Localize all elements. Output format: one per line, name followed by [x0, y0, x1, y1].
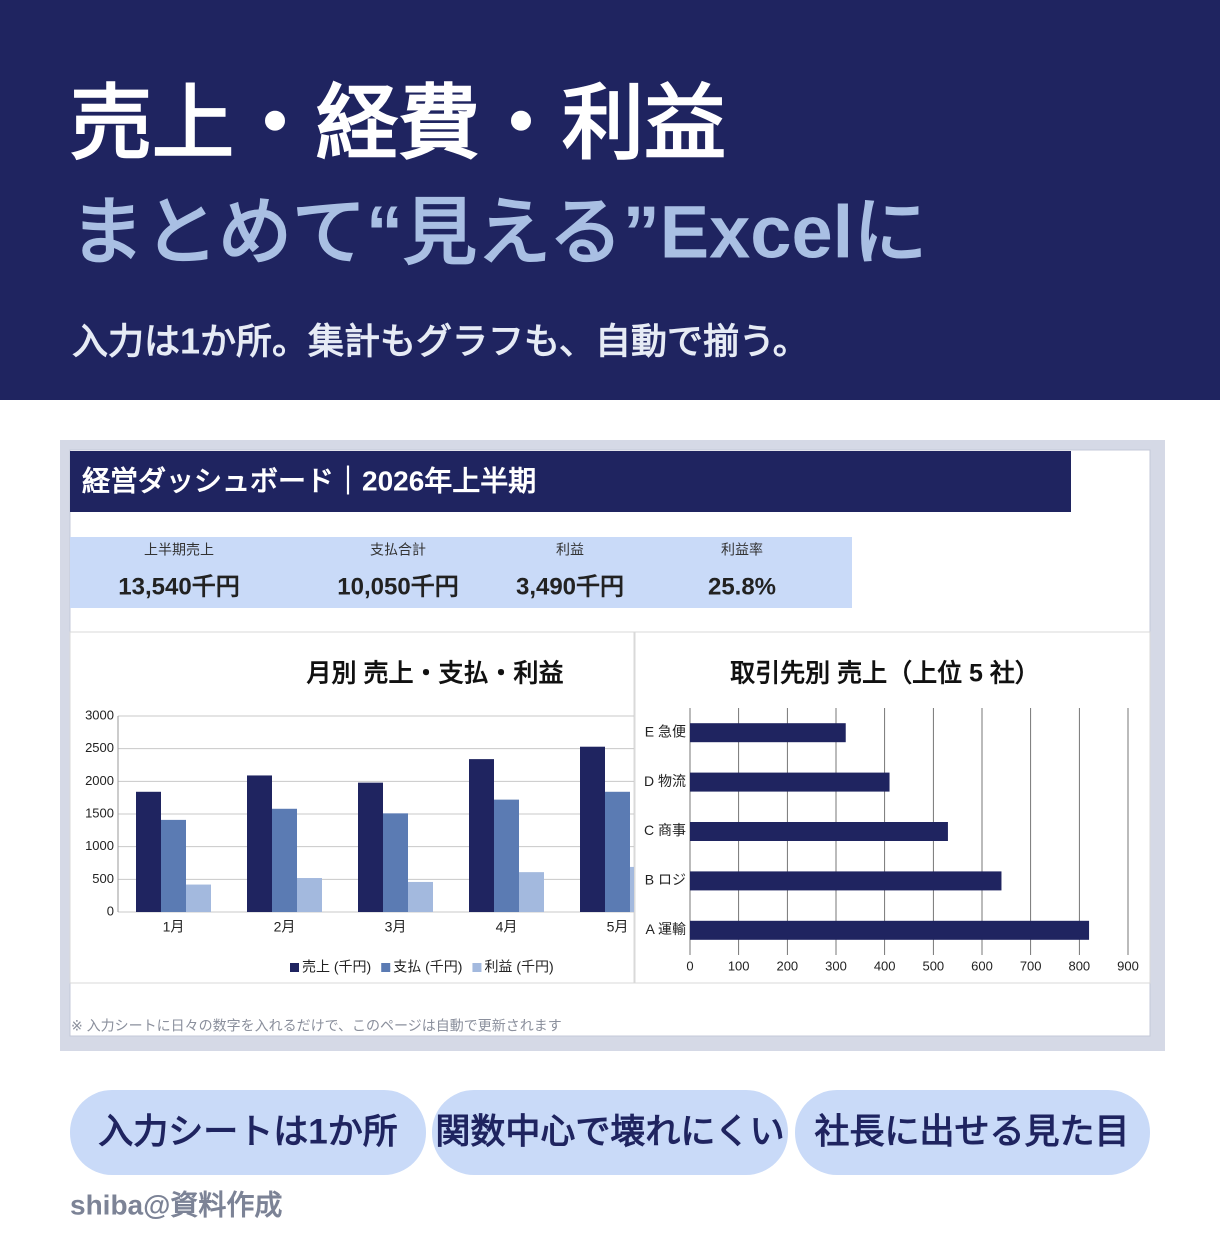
y-tick-label: B ロジ [645, 872, 686, 888]
kpi-value: 10,050千円 [337, 573, 458, 600]
monthly-chart: 月別 売上・支払・利益 0 500 1000 1500 2000 2500 3000 1月 2月 3… [85, 660, 634, 975]
bar [297, 878, 322, 912]
x-tick-label: 300 [825, 958, 847, 973]
kpi-value: 3,490千円 [516, 573, 624, 600]
y-tick-label: 1500 [85, 805, 114, 820]
dashboard-banner [70, 451, 1071, 512]
x-tick-label: 900 [1117, 958, 1139, 973]
bar [580, 746, 605, 912]
bar [469, 759, 494, 912]
bar [383, 813, 408, 912]
bar [690, 822, 948, 841]
kpi-value: 25.8% [708, 573, 776, 600]
x-tick-label: 1月 [163, 919, 185, 935]
bar [247, 775, 272, 912]
x-tick-label: 500 [922, 958, 944, 973]
y-tick-label: D 物流 [644, 773, 686, 789]
headline: 売上・経費・利益 [70, 79, 726, 170]
feature-pill [795, 1090, 1150, 1175]
kpi-strip [70, 537, 852, 608]
x-tick-label: 200 [776, 958, 798, 973]
feature-text: 入力シートは1か所 [98, 1112, 397, 1151]
bar [690, 723, 846, 743]
bar [630, 866, 634, 912]
subheadline: まとめて“見える”Excelに [70, 191, 927, 274]
x-tick-label: 400 [874, 958, 896, 973]
chart-title: 月別 売上・支払・利益 [306, 660, 564, 688]
bar [494, 799, 519, 912]
x-tick-label: 100 [728, 958, 750, 973]
x-tick-label: 700 [1020, 958, 1042, 973]
legend-label: 支払 (千円) [393, 959, 462, 975]
kpi-label: 支払合計 [370, 542, 426, 558]
bar [136, 791, 161, 912]
y-tick-label: 0 [107, 903, 114, 918]
feature-pill [70, 1090, 426, 1175]
header-band [0, 0, 1220, 400]
dashboard-note: ※ 入力シートに日々の数字を入れるだけで、このページは自動で更新されます [71, 1018, 562, 1034]
legend-label: 利益 (千円) [484, 959, 553, 975]
bar [272, 808, 297, 912]
bar [690, 772, 890, 792]
bar [186, 884, 211, 912]
bar [408, 881, 433, 912]
x-tick-label: 800 [1068, 958, 1090, 973]
x-tick-label: 3月 [385, 919, 407, 935]
client-chart: 取引先別 売上（上位 5 社） 0 100 200 300 400 500 600 700 800… [644, 659, 1139, 974]
y-tick-label: 2500 [85, 740, 114, 755]
bar [161, 819, 186, 912]
y-tick-label: 1000 [85, 838, 114, 853]
y-tick-label: 2000 [85, 773, 114, 788]
kpi-value: 13,540千円 [118, 573, 239, 600]
bar [519, 872, 544, 912]
tagline: 入力は1か所。集計もグラフも、自動で揃う。 [72, 321, 809, 362]
credit: shiba@資料作成 [70, 1189, 282, 1220]
dashboard-title: 経営ダッシュボード｜2026年上半期 [82, 464, 536, 496]
legend-swatch [472, 963, 482, 972]
y-tick-label: 500 [92, 871, 114, 886]
legend-label: 売上 (千円) [302, 959, 371, 975]
feature-text: 社長に出せる見た目 [814, 1112, 1129, 1151]
x-tick-label: 5月 [607, 919, 629, 935]
y-tick-label: 3000 [85, 707, 114, 722]
x-tick-label: 0 [686, 958, 693, 973]
chart-title: 取引先別 売上（上位 5 社） [730, 659, 1040, 688]
bar [605, 791, 630, 912]
kpi-label: 利益 [556, 542, 584, 558]
x-tick-label: 2月 [274, 919, 296, 935]
chart-panel [69, 631, 635, 984]
feature-pill [432, 1090, 788, 1175]
x-tick-label: 4月 [496, 919, 518, 935]
x-tick-label: 600 [971, 958, 993, 973]
legend-swatch [290, 963, 299, 972]
feature-text: 関数中心で壊れにくい [435, 1112, 784, 1151]
bar [690, 920, 1090, 940]
y-tick-label: A 運輸 [646, 921, 686, 937]
kpi-label: 利益率 [721, 542, 763, 558]
bar [690, 871, 1002, 891]
kpi-label: 上半期売上 [144, 542, 214, 558]
y-tick-label: C 商事 [644, 822, 686, 838]
bar [358, 782, 383, 912]
legend-swatch [381, 963, 391, 972]
y-tick-label: E 急便 [645, 723, 686, 739]
